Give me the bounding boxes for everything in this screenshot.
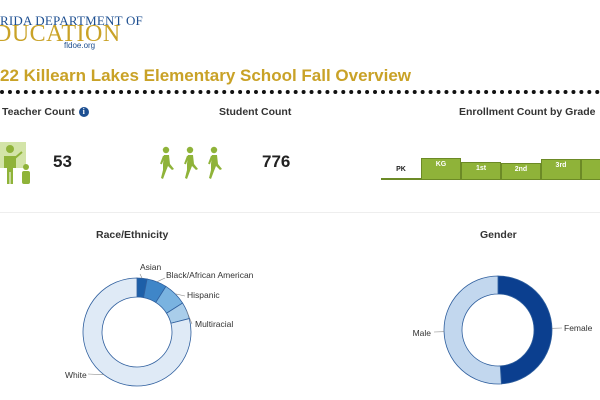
student-count-value: 776: [262, 152, 291, 171]
race-chart-title: Race/Ethnicity: [96, 229, 169, 241]
grade-label: 2nd: [514, 166, 528, 174]
enrollment-chart-title: Enrollment Count by Grade: [459, 106, 596, 118]
race-slice-label: Multiracial: [195, 319, 233, 329]
section-divider: [0, 212, 600, 213]
race-slice-label: Hispanic: [187, 290, 220, 300]
grade-label: 3rd: [555, 162, 567, 170]
race-slice-label: White: [65, 370, 87, 380]
race-slice-label: Asian: [140, 262, 162, 272]
race-slice-label: Black/African American: [166, 270, 254, 280]
gender-chart-title: Gender: [480, 229, 517, 241]
logo-url: fldoe.org: [64, 41, 96, 50]
student-count-label: Student Count: [219, 106, 292, 118]
gender-slice[interactable]: [443, 275, 502, 385]
race-leader-line: [139, 273, 143, 279]
teacher-count-label: Teacher Count: [2, 106, 75, 118]
grade-bar: [461, 162, 501, 180]
race-leader-line: [175, 293, 186, 297]
students-icon: [160, 146, 222, 179]
teacher-icon: [0, 142, 30, 184]
race-leader-line: [156, 277, 166, 283]
gender-donut-chart: Female Male: [413, 275, 593, 385]
page-title: 22 Killearn Lakes Elementary School Fall…: [0, 66, 412, 85]
teacher-count-value: 53: [53, 152, 72, 171]
grade-label: PK: [396, 166, 406, 173]
race-leader-line: [87, 373, 104, 375]
logo-line1: RIDA DEPARTMENT OF: [0, 13, 143, 28]
grade-label: KG: [435, 161, 447, 168]
info-icon[interactable]: i: [78, 107, 89, 117]
race-leader-line: [186, 310, 193, 325]
grade-label: 1st: [475, 165, 487, 172]
logo-wordmark: DUCATION: [0, 21, 121, 47]
dotted-divider: [0, 90, 600, 94]
race-donut-chart: Asian Black/African American Hispanic Multi…: [65, 262, 254, 387]
gender-slice[interactable]: [497, 275, 553, 385]
grade-bar: [581, 159, 600, 180]
enrollment-chart: PK KG 1st 2nd 3rd: [381, 140, 600, 180]
race-slice[interactable]: [82, 277, 192, 387]
gender-slice-label: Female: [564, 323, 593, 333]
grade-bar: [541, 159, 581, 180]
teacher-count-heading: Teacher Count i: [2, 106, 89, 118]
grade-bar: [381, 176, 421, 180]
grade-bar: [501, 163, 541, 180]
grade-bar: [421, 158, 461, 180]
gender-slice-label: Male: [413, 328, 432, 338]
